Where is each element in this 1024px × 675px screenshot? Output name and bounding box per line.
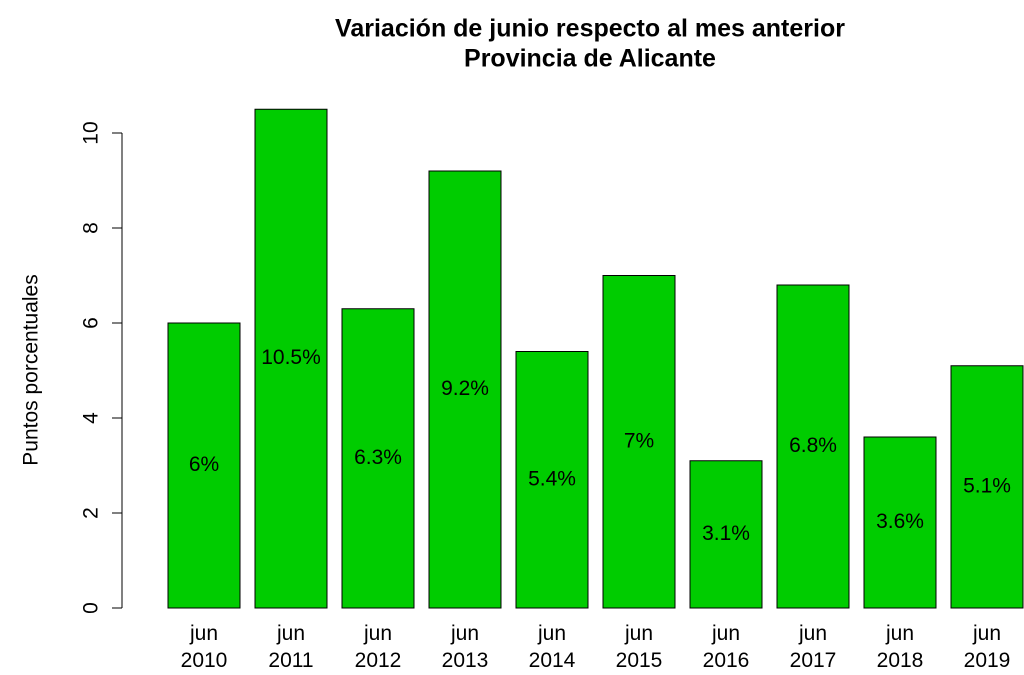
- chart-title: Variación de junio respecto al mes anter…: [335, 15, 845, 43]
- value-label: 5.4%: [528, 467, 576, 490]
- x-tick-label: jun 2015: [616, 622, 663, 672]
- bar: [254, 108, 328, 609]
- x-tick-label: jun 2014: [529, 622, 576, 672]
- x-tick-label: jun 2019: [964, 622, 1011, 672]
- x-tick-label: jun 2018: [877, 622, 924, 672]
- x-tick-label: jun 2013: [442, 622, 489, 672]
- bar: [515, 351, 589, 609]
- x-tick-label: jun 2017: [790, 622, 837, 672]
- x-tick-label: jun 2011: [268, 622, 313, 672]
- value-label: 6.3%: [354, 446, 402, 469]
- value-label: 5.1%: [963, 474, 1011, 497]
- x-tick-label: jun 2012: [355, 622, 402, 672]
- bar: [428, 170, 502, 609]
- y-tick-label: 4: [80, 412, 103, 424]
- bar: [776, 284, 850, 609]
- y-tick-label: 2: [80, 507, 103, 519]
- bar: [863, 436, 937, 609]
- x-tick-label: jun 2016: [703, 622, 750, 672]
- y-axis-label: Puntos porcentuales: [20, 274, 43, 465]
- bar: [341, 308, 415, 609]
- y-tick-label: 0: [80, 602, 103, 614]
- bar: [689, 460, 763, 609]
- value-label: 10.5%: [261, 346, 321, 369]
- chart-subtitle: Provincia de Alicante: [464, 45, 716, 73]
- value-label: 3.1%: [702, 522, 750, 545]
- y-tick-label: 10: [80, 121, 103, 144]
- bar: [950, 365, 1024, 609]
- value-label: 6.8%: [789, 434, 837, 457]
- bar: [602, 275, 676, 609]
- y-tick-label: 8: [80, 222, 103, 234]
- value-label: 6%: [189, 453, 219, 476]
- y-tick-label: 6: [80, 317, 103, 329]
- x-tick-label: jun 2010: [181, 622, 228, 672]
- bar: [167, 322, 241, 609]
- value-label: 7%: [624, 429, 654, 452]
- value-label: 9.2%: [441, 377, 489, 400]
- value-label: 3.6%: [876, 510, 924, 533]
